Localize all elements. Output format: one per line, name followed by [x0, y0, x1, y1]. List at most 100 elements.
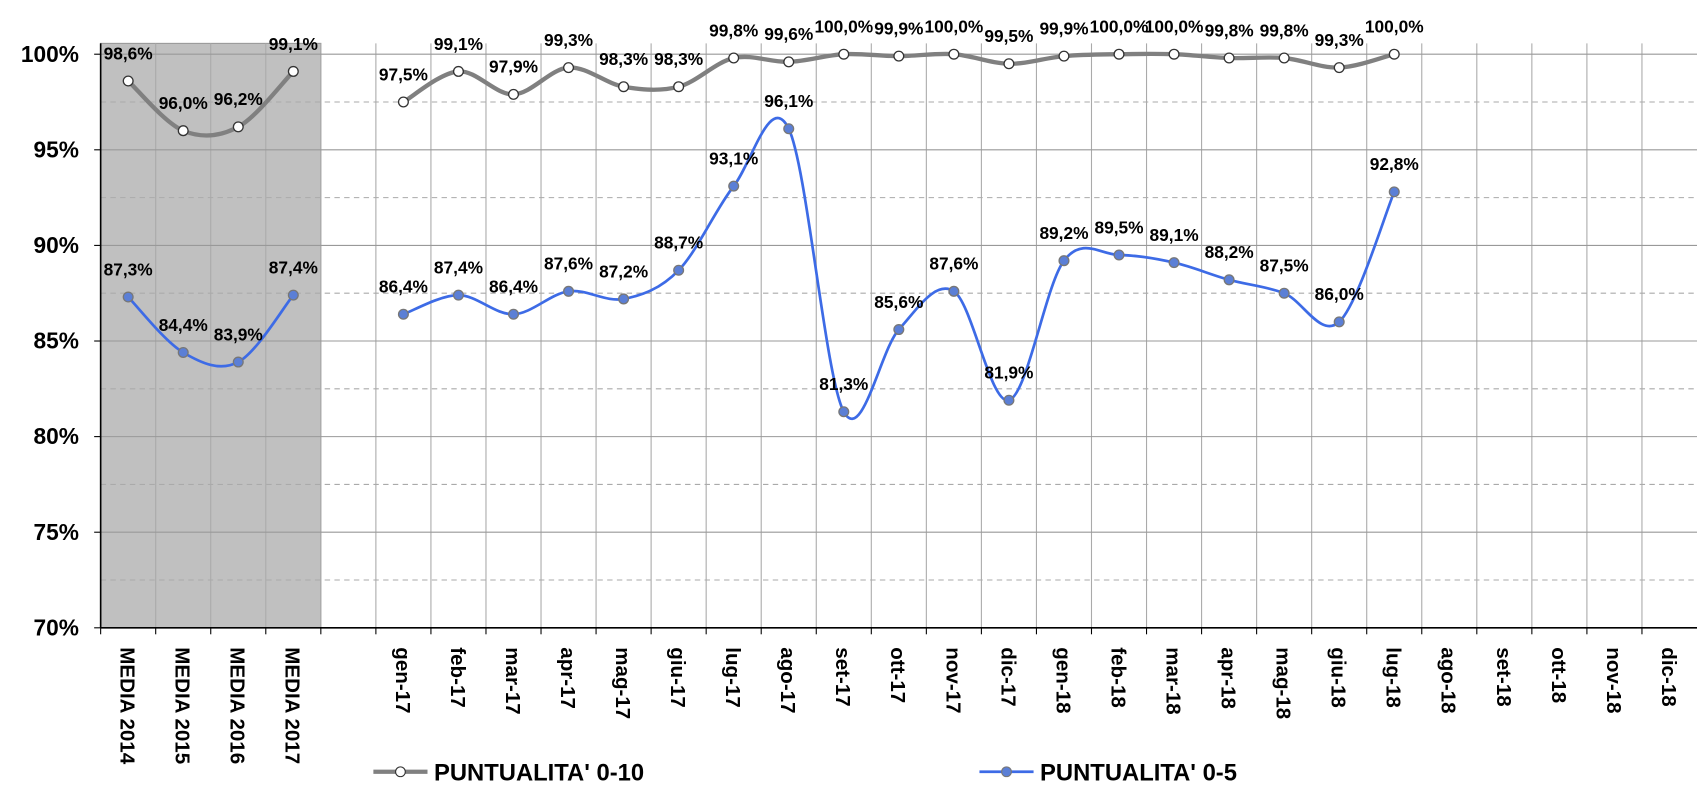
marker	[948, 48, 960, 60]
data-label: 88,2%	[1205, 242, 1254, 262]
marker	[783, 56, 795, 68]
data-label: 99,3%	[544, 30, 593, 50]
data-label: 99,3%	[1315, 30, 1364, 50]
marker	[1113, 249, 1125, 261]
marker	[232, 121, 244, 133]
marker	[893, 324, 905, 336]
data-label: 98,3%	[599, 49, 648, 69]
data-label: 86,4%	[379, 277, 428, 297]
legend-label: PUNTUALITA' 0-10	[434, 759, 644, 786]
data-label: 99,8%	[1260, 20, 1309, 40]
marker	[1113, 48, 1125, 60]
x-tick-label: dic-17	[996, 647, 1019, 706]
x-tick-label: gen-17	[391, 647, 414, 713]
y-tick-label: 85%	[34, 328, 79, 354]
marker	[452, 65, 464, 77]
x-tick-label: giu-17	[666, 647, 689, 708]
data-label: 98,3%	[654, 49, 703, 69]
marker	[618, 81, 630, 93]
legend-marker	[1001, 766, 1012, 778]
data-label: 99,9%	[874, 18, 923, 38]
marker	[397, 308, 409, 320]
data-label: 92,8%	[1370, 154, 1419, 174]
data-label: 99,5%	[984, 26, 1033, 46]
marker	[287, 289, 299, 301]
x-tick-label: dic-18	[1657, 647, 1680, 706]
data-label: 99,1%	[434, 34, 483, 54]
data-label: 96,1%	[764, 91, 813, 111]
data-label: 99,9%	[1039, 18, 1088, 38]
data-label: 87,6%	[929, 254, 978, 274]
data-label: 100,0%	[925, 17, 984, 37]
x-tick-label: nov-17	[941, 647, 964, 713]
data-label: 96,2%	[214, 89, 263, 109]
marker	[122, 75, 134, 87]
marker	[1223, 274, 1235, 286]
x-tick-label: giu-18	[1327, 647, 1350, 708]
marker	[507, 88, 520, 100]
x-tick-label: apr-17	[556, 647, 579, 709]
x-tick-label: mag-17	[611, 647, 634, 719]
marker	[177, 346, 189, 359]
marker	[177, 125, 189, 137]
y-tick-label: 70%	[34, 614, 79, 640]
marker	[1223, 52, 1235, 64]
data-label: 87,4%	[434, 257, 483, 277]
marker	[452, 289, 464, 301]
data-label: 93,1%	[709, 148, 758, 168]
marker	[618, 293, 630, 305]
x-tick-label: feb-17	[446, 647, 469, 708]
data-label: 86,4%	[489, 277, 538, 297]
data-label: 97,5%	[379, 64, 428, 84]
marker	[1278, 287, 1290, 299]
marker	[1278, 52, 1290, 64]
data-label: 84,4%	[159, 315, 208, 335]
data-label: 88,7%	[654, 233, 703, 253]
data-label: 89,1%	[1150, 225, 1199, 245]
marker	[838, 48, 850, 60]
x-tick-label: ott-18	[1547, 647, 1570, 703]
marker	[122, 291, 134, 303]
marker	[1168, 257, 1180, 269]
marker	[728, 180, 740, 192]
data-label: 100,0%	[1145, 17, 1204, 37]
x-tick-label: ago-17	[776, 647, 799, 713]
data-label: 81,3%	[819, 374, 868, 394]
x-tick-label: MEDIA 2014	[116, 647, 139, 764]
x-tick-label: mar-17	[501, 647, 524, 714]
x-tick-label: lug-18	[1382, 647, 1405, 708]
marker	[563, 285, 575, 297]
x-tick-label: MEDIA 2015	[171, 647, 194, 764]
x-tick-label: apr-18	[1217, 647, 1240, 709]
x-tick-label: ott-17	[886, 647, 909, 703]
marker	[1333, 316, 1345, 328]
marker	[232, 356, 244, 368]
data-label: 97,9%	[489, 57, 538, 77]
data-label: 100,0%	[814, 17, 873, 37]
marker	[1168, 48, 1180, 60]
data-label: 89,2%	[1039, 223, 1088, 243]
legend-label: PUNTUALITA' 0-5	[1040, 759, 1237, 786]
data-label: 86,0%	[1315, 284, 1364, 304]
x-tick-label: lug-17	[721, 647, 744, 708]
data-label: 100,0%	[1090, 17, 1149, 37]
legend-marker	[395, 766, 406, 778]
marker	[948, 285, 960, 297]
data-label: 96,0%	[159, 93, 208, 113]
marker	[397, 96, 409, 108]
x-tick-label: ago-18	[1437, 647, 1460, 713]
x-tick-label: set-17	[831, 647, 854, 706]
data-label: 98,6%	[104, 43, 153, 63]
data-label: 87,4%	[269, 257, 318, 277]
data-label: 85,6%	[874, 292, 923, 312]
x-tick-label: mar-18	[1161, 647, 1184, 714]
marker	[563, 62, 575, 74]
marker	[838, 406, 850, 418]
x-tick-label: mag-18	[1272, 647, 1295, 719]
data-label: 99,8%	[709, 20, 758, 40]
marker	[507, 308, 520, 320]
data-label: 100,0%	[1365, 17, 1424, 37]
x-tick-label: MEDIA 2016	[226, 647, 249, 764]
y-tick-label: 100%	[21, 41, 79, 67]
